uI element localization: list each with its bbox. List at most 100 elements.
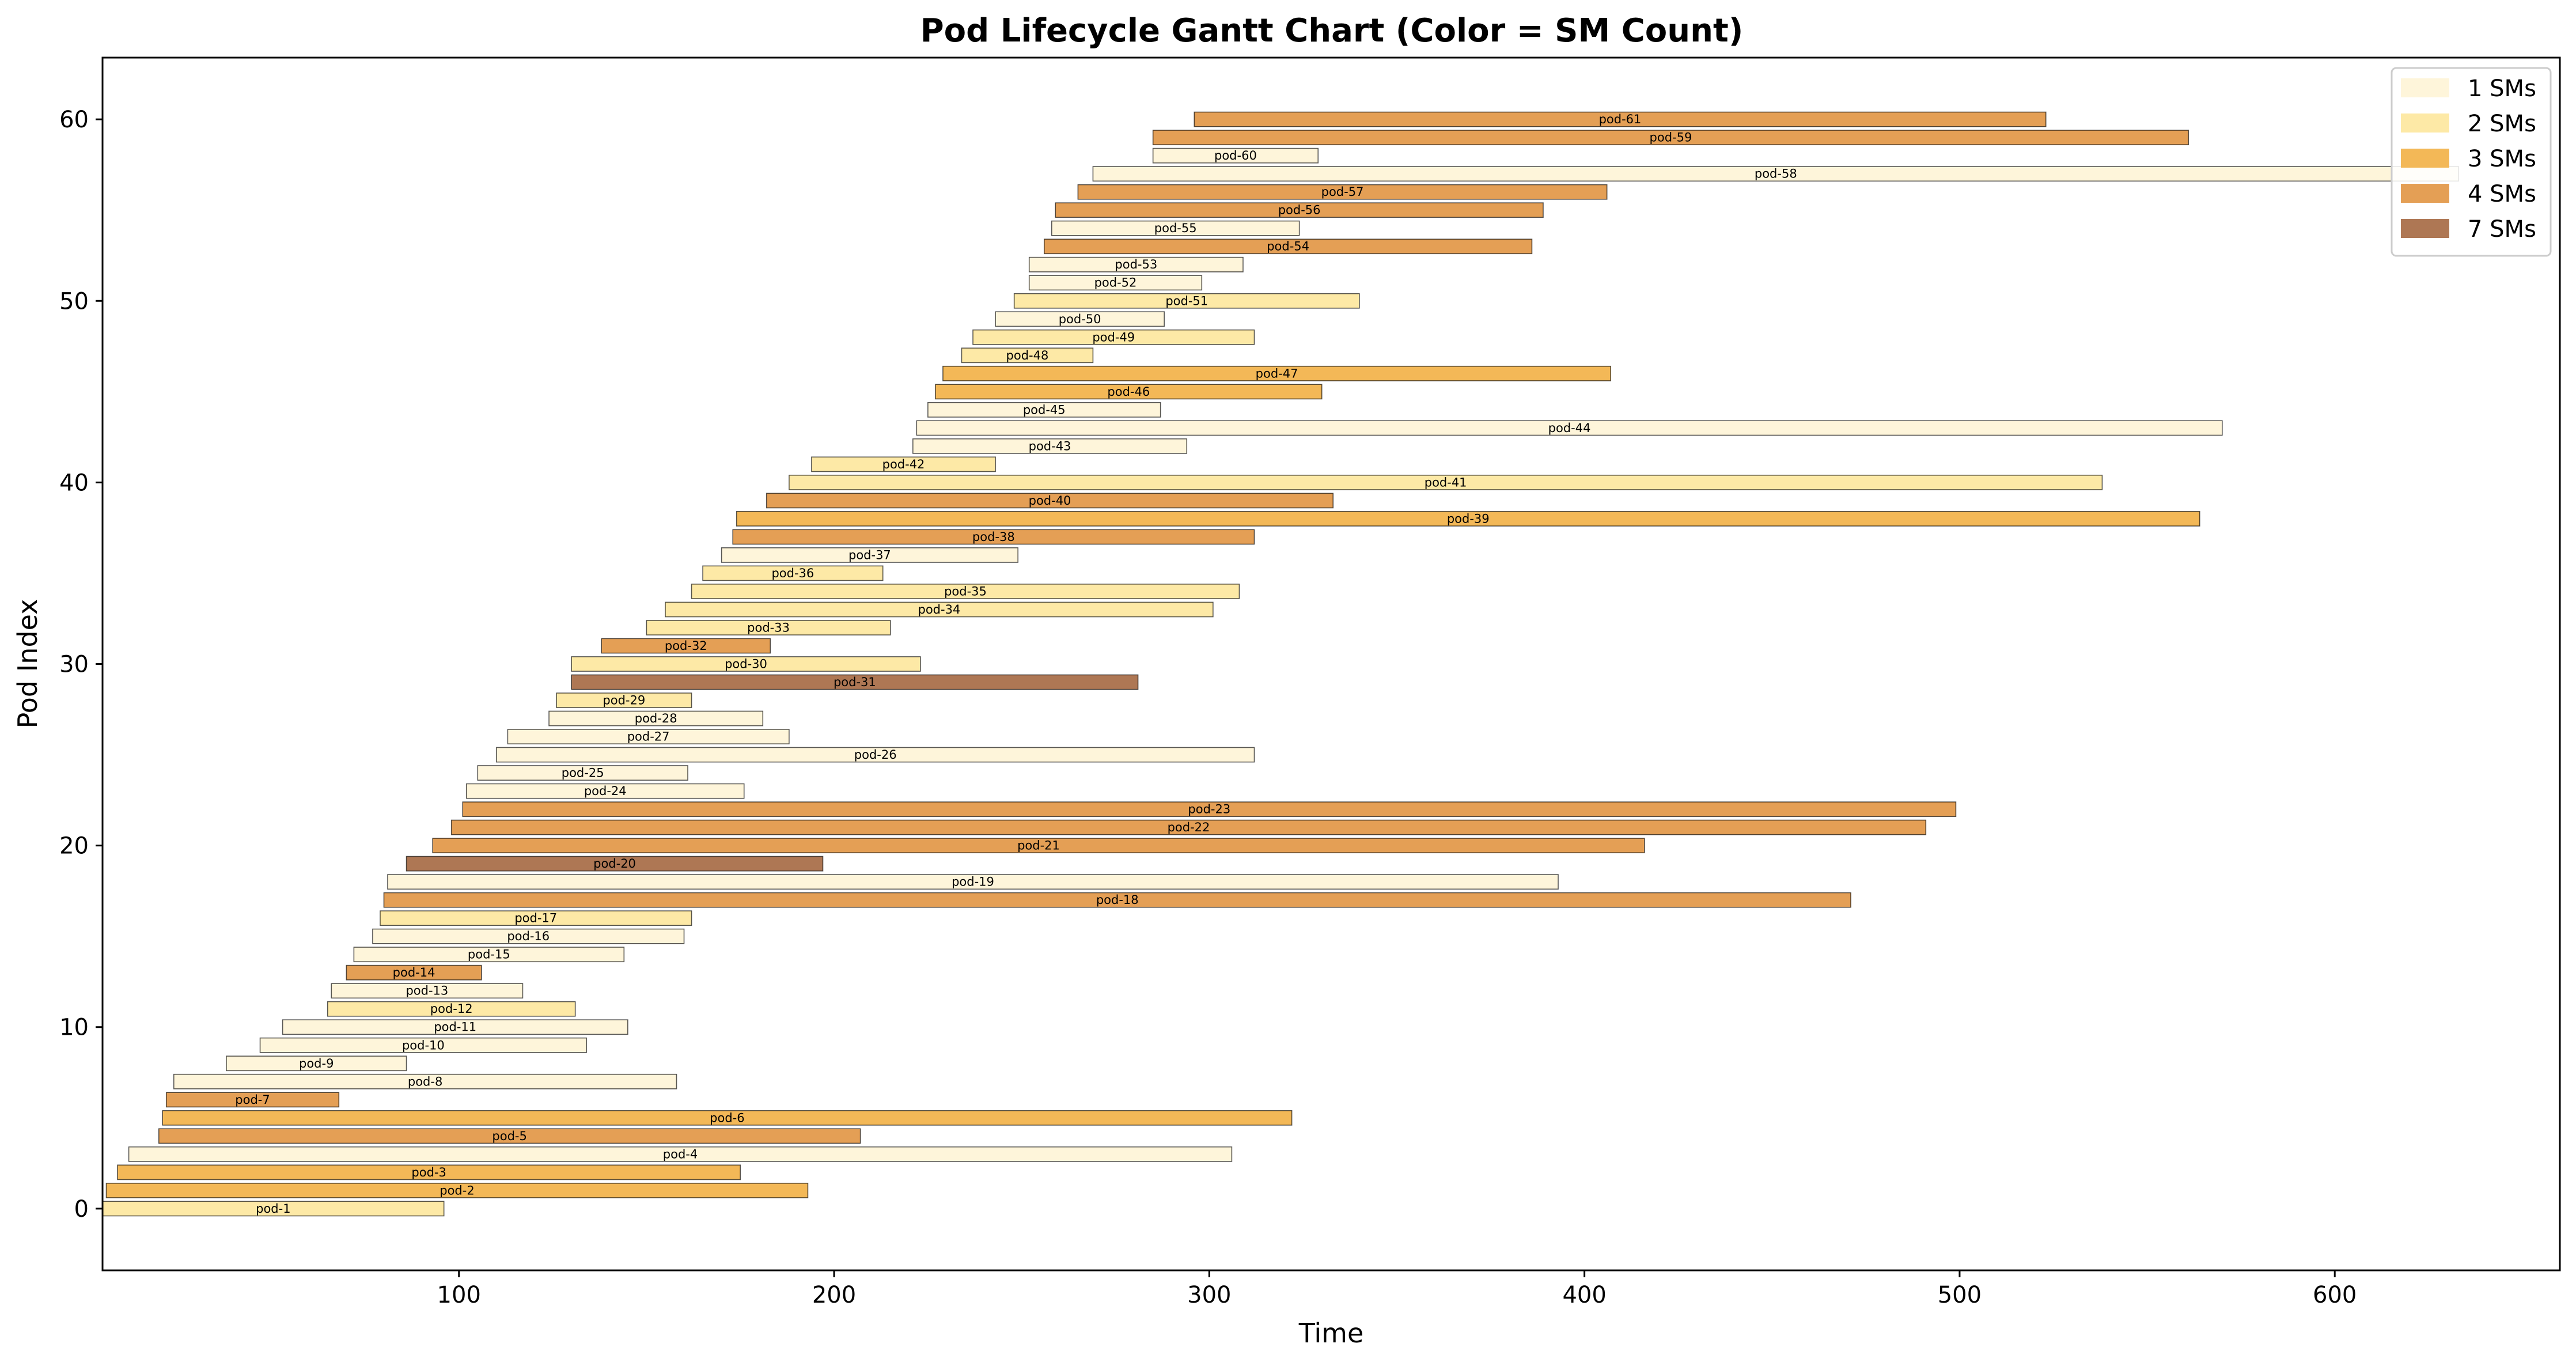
bar-label: pod-29 [603,694,645,707]
gantt-bar [1055,202,1544,218]
bar-label: pod-16 [507,929,550,943]
bar-label: pod-50 [1059,312,1101,326]
gantt-bar [721,547,1018,563]
gantt-bar [432,838,1645,854]
bar-label: pod-27 [627,730,670,744]
bar-label: pod-38 [972,530,1015,544]
gantt-bar [766,493,1334,509]
legend-swatch [2401,219,2449,238]
bar-label: pod-7 [235,1093,270,1107]
bars-layer: pod-1 pod-2 pod-3 pod-4 pod-5 pod-6 pod-7 pod-8… [102,111,2459,1217]
gantt-bar [995,311,1165,327]
gantt-bar [571,674,1139,690]
gantt-bar [1152,147,1319,164]
bar-label: pod-30 [725,657,767,671]
gantt-bar [972,329,1255,345]
x-tick-label: 200 [812,1282,856,1308]
bar-label: pod-61 [1599,112,1642,126]
bar-label: pod-19 [952,875,994,889]
bar-label: pod-51 [1165,294,1208,308]
bar-label: pod-36 [771,566,814,580]
gantt-bar [935,384,1323,400]
bar-label: pod-53 [1115,258,1157,271]
legend-swatch [2401,113,2449,133]
bar-label: pod-18 [1096,893,1139,907]
gantt-bar [665,601,1214,618]
bar-label: pod-11 [434,1020,476,1034]
gantt-bar [736,510,2200,527]
gantt-bar [226,1055,407,1072]
gantt-bar [117,1164,741,1180]
bar-label: pod-26 [854,748,897,762]
gantt-bar [105,1182,809,1198]
legend-swatch [2401,149,2449,168]
y-tick-label: 50 [59,288,89,315]
bar-label: pod-58 [1755,167,1797,181]
gantt-bar [811,456,996,472]
gantt-bar [162,1110,1293,1126]
gantt-bar [450,819,1927,835]
x-tick-label: 100 [437,1282,481,1308]
x-tick-label: 400 [1562,1282,1606,1308]
chart-title: Pod Lifecycle Gantt Chart (Color = SM Co… [920,12,1744,50]
gantt-bar [158,1128,861,1144]
gantt-bar [477,765,688,781]
gantt-bar [912,438,1188,454]
gantt-bar [173,1073,677,1089]
gantt-bar [927,402,1161,418]
legend-label: 7 SMs [2468,216,2536,243]
gantt-bar [789,474,2103,490]
bar-label: pod-46 [1107,385,1150,399]
gantt-bar [702,565,884,581]
y-tick-label: 0 [74,1196,89,1223]
gantt-bar [1013,293,1360,309]
gantt-bar [372,928,685,944]
bar-label: pod-14 [393,966,435,979]
bar-label: pod-24 [584,784,627,798]
y-tick-label: 40 [59,470,89,496]
gantt-bar [1051,220,1300,236]
y-tick-label: 10 [59,1015,89,1041]
gantt-bar [102,1201,445,1217]
gantt-bar [259,1037,587,1053]
bar-label: pod-21 [1017,839,1060,853]
y-tick-label: 60 [59,107,89,133]
bar-label: pod-43 [1029,439,1071,453]
gantt-bar [601,638,771,654]
gantt-bar [916,420,2223,436]
gantt-bar [1028,256,1244,273]
bar-label: pod-8 [408,1074,442,1088]
legend-swatch [2401,78,2449,97]
x-axis-ticks: 100 200 300 400 500 600 [437,1270,2357,1308]
bar-label: pod-56 [1278,203,1321,217]
bar-label: pod-28 [635,712,677,725]
gantt-bar [1028,275,1203,291]
bar-label: pod-33 [747,620,790,634]
bar-label: pod-23 [1188,803,1230,816]
gantt-bar [282,1019,628,1035]
bar-label: pod-45 [1023,403,1066,417]
gantt-bar [1043,239,1533,255]
legend-label: 1 SMs [2468,75,2536,102]
bar-label: pod-59 [1650,131,1692,145]
bar-label: pod-39 [1447,512,1490,525]
bar-label: pod-49 [1092,330,1135,344]
legend-swatch [2401,184,2449,203]
bar-label: pod-57 [1321,185,1364,199]
gantt-bar [1092,166,2459,182]
gantt-bar [691,584,1240,599]
bar-label: pod-6 [710,1111,744,1125]
bar-label: pod-34 [918,603,960,616]
gantt-bar [548,710,764,726]
y-tick-label: 30 [59,652,89,678]
x-axis-label: Time [1298,1318,1364,1349]
plot-frame [101,56,2561,1272]
gantt-bar [346,964,482,981]
y-axis-ticks: 0 10 20 30 40 50 60 [59,107,103,1223]
bar-label: pod-35 [944,584,987,598]
bar-label: pod-15 [468,948,510,962]
bar-label: pod-3 [411,1166,446,1179]
gantt-bar [353,947,625,963]
gantt-bar [462,801,1957,818]
